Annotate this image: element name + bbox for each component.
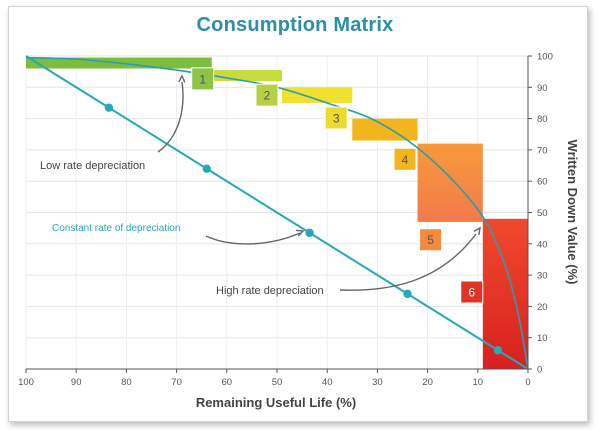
y-tick-label: 20 [537,302,548,313]
x-tick-label: 40 [322,377,333,388]
y-tick-label: 100 [537,52,553,63]
arrow-high-rate [339,233,477,291]
x-tick-label: 80 [121,377,132,388]
y-tick-label: 50 [537,208,548,219]
step-band-6 [482,218,528,369]
x-tick-label: 90 [71,377,82,388]
y-tick-label: 0 [537,365,542,376]
step-marker-1 [191,67,215,91]
y-tick-label: 90 [537,83,548,94]
chart-title: Consumption Matrix [196,14,394,36]
step-marker-label-1: 1 [199,72,206,86]
constant-rate-point [403,289,412,299]
x-tick-label: 60 [222,377,233,388]
x-tick-label: 0 [525,377,530,388]
x-tick-label: 20 [422,377,433,388]
annotation-constant-rate: Constant rate of depreciation [52,223,180,234]
x-tick-label: 10 [473,377,484,388]
value-curve [25,56,529,370]
step-marker-label-3: 3 [333,111,340,125]
arrow-constant-rate [205,232,301,245]
constant-rate-point [305,228,314,238]
x-tick-labels: 100 90 80 70 60 50 40 30 20 10 0 [18,369,531,388]
step-marker-5 [419,228,443,252]
x-tick-label: 30 [372,377,383,388]
y-tick-label: 10 [537,333,548,344]
constant-rate-point [493,346,503,355]
y-tick-label: 40 [537,239,548,250]
x-tick-label: 100 [18,377,34,388]
annotation-arrows [157,74,481,291]
y-tick-label: 60 [537,177,548,188]
step-marker-6 [460,280,484,304]
constant-rate-point [202,164,211,173]
arrow-constant-rate-head [295,229,305,237]
step-band-4 [352,118,418,141]
annotation-high-rate: High rate depreciation [216,285,324,297]
y-tick-label: 70 [537,145,548,156]
x-tick-label: 50 [272,377,283,388]
arrow-low-rate-head [178,74,186,83]
step-band-3 [282,87,353,103]
x-axis-label: Remaining Useful Life (%) [196,395,356,410]
grid [25,55,528,369]
constant-rate-point [104,103,114,112]
constant-rate-series [25,55,529,370]
step-marker-label-2: 2 [264,89,271,103]
x-tick-label: 70 [171,377,182,388]
y-tick-labels: 0 10 20 30 40 50 60 70 80 90 100 [528,52,553,376]
step-marker-2 [255,83,279,107]
y-tick-label: 80 [537,114,548,125]
y-axis-label: Written Down Value (%) [565,140,580,285]
step-marker-label-5: 5 [427,233,434,247]
step-markers: 1 2 3 4 5 6 [191,67,484,304]
annotation-low-rate: Low rate depreciation [40,160,145,172]
step-marker-4 [393,147,417,171]
arrow-high-rate-head [473,226,481,236]
y-tick-label: 30 [537,271,548,282]
step-band-2 [211,70,283,82]
arrow-low-rate [157,81,184,153]
step-marker-label-6: 6 [468,286,475,300]
step-marker-label-4: 4 [402,153,409,167]
step-marker-3 [324,106,348,130]
